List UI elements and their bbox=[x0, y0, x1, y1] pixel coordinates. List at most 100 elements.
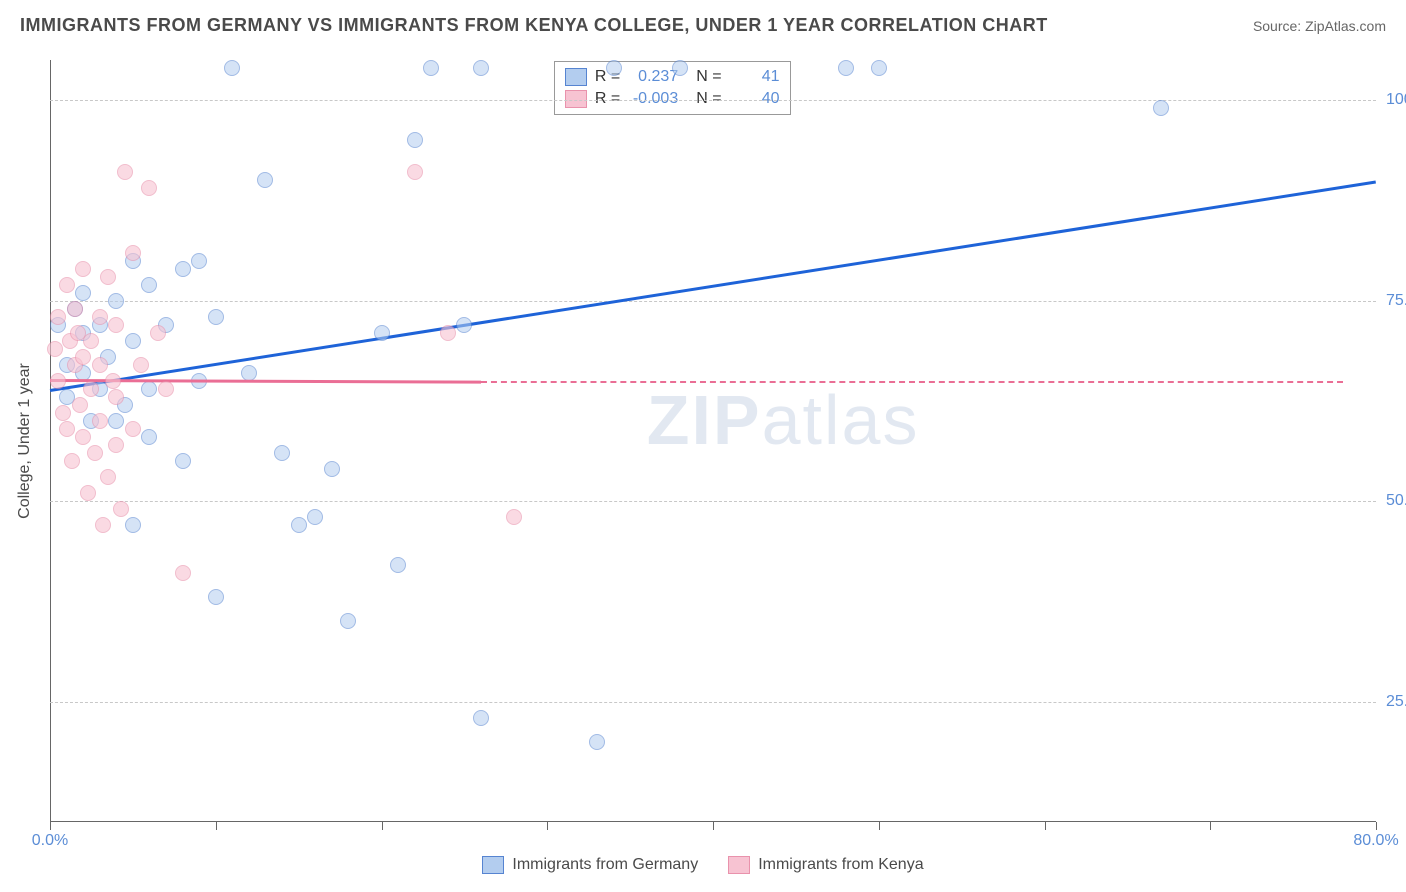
scatter-point bbox=[208, 589, 224, 605]
scatter-point bbox=[113, 501, 129, 517]
y-axis bbox=[50, 60, 51, 822]
scatter-point bbox=[606, 60, 622, 76]
scatter-point bbox=[59, 421, 75, 437]
scatter-point bbox=[125, 245, 141, 261]
legend-swatch bbox=[728, 856, 750, 874]
scatter-point bbox=[340, 613, 356, 629]
scatter-point bbox=[274, 445, 290, 461]
gridline-h bbox=[50, 501, 1376, 502]
scatter-point bbox=[871, 60, 887, 76]
x-tick-mark bbox=[713, 822, 714, 830]
y-axis-label: College, Under 1 year bbox=[16, 363, 34, 519]
x-tick-mark bbox=[1376, 822, 1377, 830]
scatter-point bbox=[92, 357, 108, 373]
scatter-point bbox=[589, 734, 605, 750]
y-tick-label: 75.0% bbox=[1386, 292, 1406, 310]
gridline-h bbox=[50, 702, 1376, 703]
y-tick-label: 25.0% bbox=[1386, 693, 1406, 711]
scatter-point bbox=[390, 557, 406, 573]
x-tick-mark bbox=[382, 822, 383, 830]
scatter-point bbox=[100, 469, 116, 485]
x-tick-mark bbox=[879, 822, 880, 830]
scatter-point bbox=[67, 301, 83, 317]
scatter-point bbox=[407, 132, 423, 148]
scatter-point bbox=[47, 341, 63, 357]
scatter-point bbox=[838, 60, 854, 76]
x-tick-label: 80.0% bbox=[1353, 832, 1398, 850]
scatter-point bbox=[108, 437, 124, 453]
scatter-point bbox=[95, 517, 111, 533]
bottom-legend-item: Immigrants from Germany bbox=[482, 856, 698, 874]
scatter-point bbox=[92, 413, 108, 429]
scatter-point bbox=[141, 381, 157, 397]
scatter-point bbox=[241, 365, 257, 381]
scatter-point bbox=[108, 317, 124, 333]
scatter-point bbox=[175, 453, 191, 469]
gridline-h bbox=[50, 301, 1376, 302]
scatter-point bbox=[150, 325, 166, 341]
scatter-point bbox=[50, 373, 66, 389]
scatter-point bbox=[133, 357, 149, 373]
legend-swatch bbox=[482, 856, 504, 874]
chart-title: IMMIGRANTS FROM GERMANY VS IMMIGRANTS FR… bbox=[20, 15, 1048, 36]
scatter-point bbox=[64, 453, 80, 469]
scatter-point bbox=[83, 333, 99, 349]
scatter-point bbox=[87, 445, 103, 461]
scatter-point bbox=[291, 517, 307, 533]
legend-r-label: R = bbox=[595, 90, 620, 108]
scatter-point bbox=[141, 277, 157, 293]
scatter-point bbox=[75, 285, 91, 301]
legend-n-value: 41 bbox=[730, 68, 780, 86]
legend-r-value: -0.003 bbox=[628, 90, 678, 108]
scatter-point bbox=[75, 429, 91, 445]
source-attribution: Source: ZipAtlas.com bbox=[1253, 18, 1386, 34]
scatter-point bbox=[72, 397, 88, 413]
scatter-point bbox=[141, 180, 157, 196]
trend-line bbox=[50, 180, 1376, 391]
scatter-point bbox=[117, 164, 133, 180]
scatter-point bbox=[208, 309, 224, 325]
scatter-point bbox=[158, 381, 174, 397]
trend-line-dash bbox=[481, 381, 1343, 383]
y-tick-label: 50.0% bbox=[1386, 492, 1406, 510]
scatter-point bbox=[55, 405, 71, 421]
scatter-point bbox=[473, 60, 489, 76]
scatter-point bbox=[108, 413, 124, 429]
x-tick-mark bbox=[1045, 822, 1046, 830]
scatter-point bbox=[83, 381, 99, 397]
legend-n-label: N = bbox=[696, 68, 721, 86]
bottom-legend: Immigrants from Germany Immigrants from K… bbox=[0, 856, 1406, 874]
scatter-point bbox=[423, 60, 439, 76]
scatter-point bbox=[125, 517, 141, 533]
scatter-point bbox=[80, 485, 96, 501]
scatter-point bbox=[100, 269, 116, 285]
scatter-point bbox=[440, 325, 456, 341]
scatter-point bbox=[92, 309, 108, 325]
bottom-legend-item: Immigrants from Kenya bbox=[728, 856, 923, 874]
scatter-point bbox=[374, 325, 390, 341]
scatter-point bbox=[473, 710, 489, 726]
scatter-point bbox=[672, 60, 688, 76]
scatter-point bbox=[108, 293, 124, 309]
legend-swatch bbox=[565, 90, 587, 108]
x-tick-label: 0.0% bbox=[32, 832, 68, 850]
x-tick-mark bbox=[1210, 822, 1211, 830]
plot-area: College, Under 1 year ZIPatlas R =0.237N… bbox=[50, 60, 1376, 822]
legend-swatch bbox=[565, 68, 587, 86]
scatter-point bbox=[141, 429, 157, 445]
gridline-h bbox=[50, 100, 1376, 101]
scatter-point bbox=[407, 164, 423, 180]
scatter-point bbox=[59, 277, 75, 293]
scatter-point bbox=[191, 253, 207, 269]
scatter-point bbox=[257, 172, 273, 188]
scatter-point bbox=[125, 333, 141, 349]
x-tick-mark bbox=[547, 822, 548, 830]
scatter-point bbox=[456, 317, 472, 333]
scatter-point bbox=[108, 389, 124, 405]
scatter-point bbox=[75, 349, 91, 365]
scatter-point bbox=[50, 309, 66, 325]
scatter-point bbox=[224, 60, 240, 76]
watermark: ZIPatlas bbox=[647, 380, 920, 460]
legend-row: R =-0.003N =40 bbox=[565, 88, 780, 110]
legend-n-label: N = bbox=[696, 90, 721, 108]
